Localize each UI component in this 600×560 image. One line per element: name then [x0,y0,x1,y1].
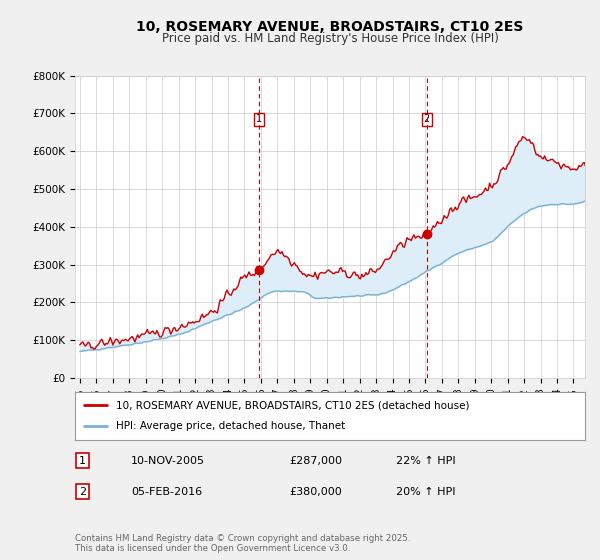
Text: £287,000: £287,000 [289,456,342,466]
Text: Contains HM Land Registry data © Crown copyright and database right 2025.
This d: Contains HM Land Registry data © Crown c… [75,534,410,553]
Text: 10-NOV-2005: 10-NOV-2005 [131,456,205,466]
Text: 1: 1 [256,114,262,124]
Text: 20% ↑ HPI: 20% ↑ HPI [397,487,456,497]
Text: 2: 2 [424,114,430,124]
Text: 1: 1 [79,456,86,466]
Text: 2: 2 [79,487,86,497]
Text: 22% ↑ HPI: 22% ↑ HPI [397,456,456,466]
Text: 05-FEB-2016: 05-FEB-2016 [131,487,202,497]
Text: £380,000: £380,000 [289,487,342,497]
Text: Price paid vs. HM Land Registry's House Price Index (HPI): Price paid vs. HM Land Registry's House … [161,32,499,45]
Text: 10, ROSEMARY AVENUE, BROADSTAIRS, CT10 2ES (detached house): 10, ROSEMARY AVENUE, BROADSTAIRS, CT10 2… [116,400,469,410]
Text: 10, ROSEMARY AVENUE, BROADSTAIRS, CT10 2ES: 10, ROSEMARY AVENUE, BROADSTAIRS, CT10 2… [136,20,524,34]
Text: HPI: Average price, detached house, Thanet: HPI: Average price, detached house, Than… [116,421,345,431]
